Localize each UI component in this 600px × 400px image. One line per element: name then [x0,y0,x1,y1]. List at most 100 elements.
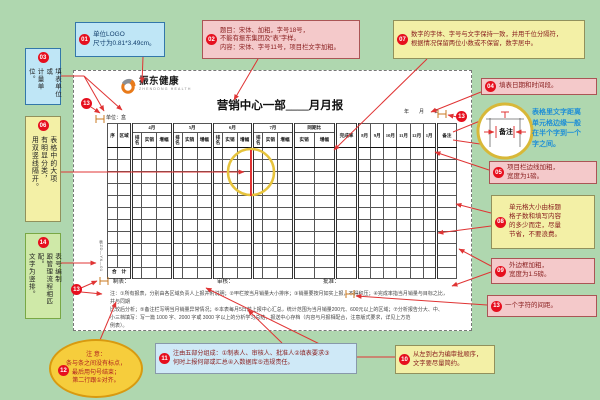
empty-cell [251,231,264,244]
empty-cell [141,207,158,220]
empty-cell [409,183,424,196]
callout-04-badge: 04 [485,81,496,92]
empty-cell [409,207,424,220]
empty-cell [422,195,437,208]
empty-cell [313,243,336,256]
empty-cell [333,243,359,256]
empty-cell [106,171,119,184]
empty-cell [196,183,213,196]
empty-cell [409,219,424,232]
form-number-vertical: 表ZD—YX—01 [99,240,104,272]
empty-cell [383,255,398,268]
empty-cell [130,159,143,172]
empty-cell [262,255,279,268]
empty-cell [356,255,372,268]
callout-03-badge: 03 [37,52,49,63]
callout-08-badge: 08 [495,216,506,228]
empty-cell [396,207,411,220]
empty-cell [422,183,437,196]
empty-cell [106,159,119,172]
empty-cell [370,183,385,196]
empty-cell [370,159,385,172]
empty-cell [277,183,294,196]
empty-cell [396,159,411,172]
empty-cell [141,147,158,160]
badge-13-unit-spacing: 13 [81,98,92,109]
empty-cell [277,231,294,244]
empty-cell [409,255,424,268]
empty-cell [251,195,264,208]
empty-cell [409,147,424,160]
empty-cell [396,195,411,208]
empty-cell [333,195,359,208]
empty-cell [221,243,239,256]
maker-checker-line: 制表： 审核： 批准： [107,277,457,286]
empty-cell [117,243,133,256]
empty-cell [251,171,264,184]
empty-cell [422,207,437,220]
empty-cell [333,159,359,172]
empty-cell [221,195,239,208]
sub-header: 排名 [251,132,264,148]
report-title: 营销中心一部____月月报 [216,100,344,112]
callout-12-attention-ellipse: 12 注 意： 条与条之间没有标点， 最后用句号结束； 第二行跟①对齐。 [49,339,143,398]
empty-cell [156,159,173,172]
sub-header: 实销 [291,132,315,148]
empty-cell [291,243,315,256]
sub-header: 增幅 [156,132,173,148]
empty-cell [170,195,183,208]
empty-cell [333,231,359,244]
column-header: 12月 [409,123,424,148]
empty-cell [277,243,294,256]
empty-cell [221,171,239,184]
column-header: 完成率 [333,123,359,148]
magnified-remark-label: 备注 [499,128,513,136]
empty-cell [210,243,223,256]
empty-cell [181,207,198,220]
empty-cell [383,147,398,160]
callout-05-text: 项目栏边线加粗， 宽度为1磅。 [507,163,559,180]
empty-cell [141,219,158,232]
empty-cell [262,147,279,160]
empty-cell [181,183,198,196]
empty-cell [434,159,458,172]
empty-cell [409,171,424,184]
empty-cell [422,255,437,268]
sub-header: 增幅 [237,132,254,148]
empty-cell [434,207,458,220]
empty-cell [221,231,239,244]
empty-cell [117,195,133,208]
empty-cell [156,231,173,244]
callout-12-text: 注 意： 条与条之间没有标点， 最后用句号结束； 第二行跟①对齐。 [65,352,126,385]
empty-cell [196,171,213,184]
empty-cell [333,219,359,232]
empty-cell [251,159,264,172]
column-header: 9月 [370,123,385,148]
empty-cell [141,159,158,172]
callout-14-badge: 14 [37,237,49,248]
empty-cell [117,183,133,196]
empty-cell [262,243,279,256]
empty-cell [356,159,372,172]
callout-10-badge: 10 [399,354,410,365]
date-note: 年 月 日 [404,109,440,115]
empty-cell [422,219,437,232]
empty-cell [156,147,173,160]
empty-cell [210,219,223,232]
empty-cell [210,147,223,160]
sub-header: 排名 [130,132,143,148]
empty-cell [422,231,437,244]
column-header: 4月 [130,123,173,133]
empty-cell [117,159,133,172]
empty-cell [333,147,359,160]
empty-cell [106,147,119,160]
empty-cell [370,231,385,244]
empty-cell [106,243,119,256]
empty-cell [383,159,398,172]
callout-12-badge: 12 [58,365,69,376]
callout-01-badge: 01 [79,34,90,45]
empty-cell [221,219,239,232]
empty-cell [291,231,315,244]
empty-cell [434,183,458,196]
empty-cell [409,159,424,172]
